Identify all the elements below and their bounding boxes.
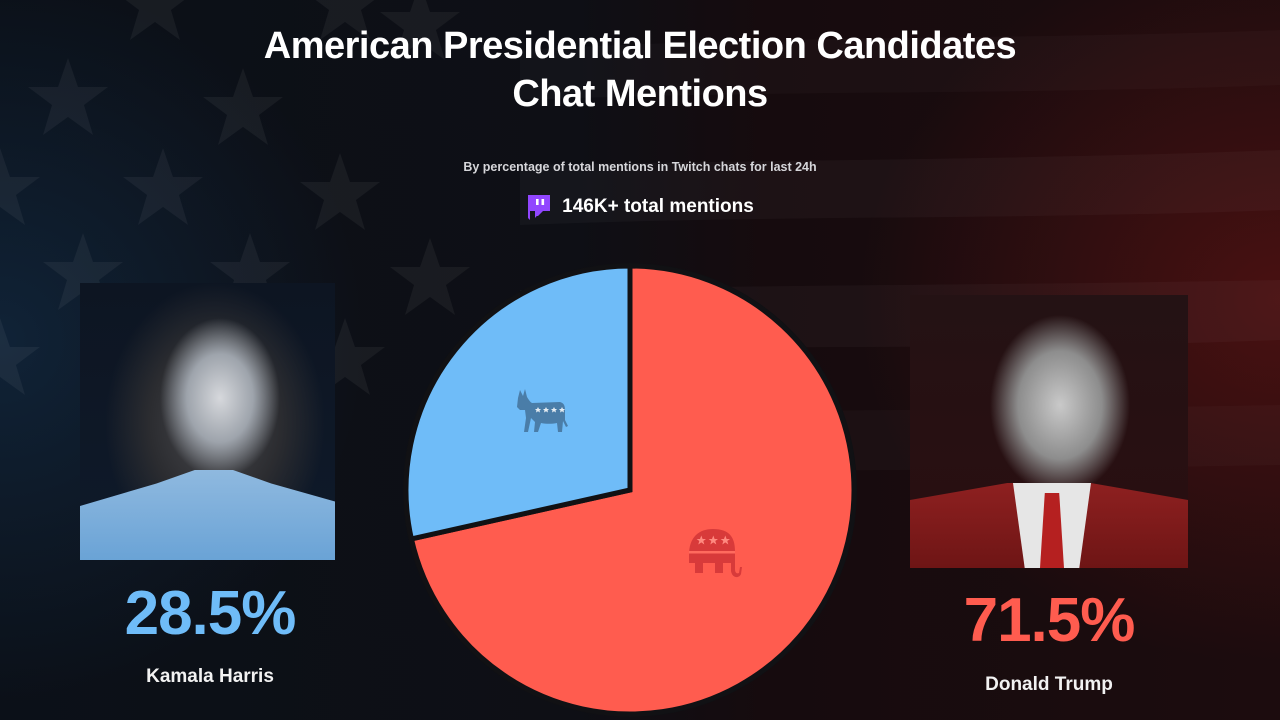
total-mentions: 146K+ total mentions xyxy=(0,193,1280,221)
trump-name: Donald Trump xyxy=(985,674,1113,695)
title-line-1: American Presidential Election Candidate… xyxy=(263,25,1017,67)
twitch-icon xyxy=(528,195,551,220)
kamala-harris-photo xyxy=(80,283,335,560)
harris-name: Kamala Harris xyxy=(146,666,274,687)
title-line-2: Chat Mentions xyxy=(512,73,768,115)
donkey-icon xyxy=(517,389,568,432)
chart-subtitle: By percentage of total mentions in Twitc… xyxy=(463,160,817,174)
trump-tie-shape xyxy=(1040,493,1064,568)
total-mentions-label: 146K+ total mentions xyxy=(562,196,754,217)
pie-chart xyxy=(403,263,857,717)
harris-percentage: 28.5% xyxy=(124,579,297,648)
trump-percentage: 71.5% xyxy=(963,586,1136,655)
pie-slice-trump[interactable] xyxy=(408,263,857,717)
harris-suit-shape xyxy=(80,470,335,560)
chart-title: American Presidential Election Candidate… xyxy=(0,22,1280,118)
donald-trump-photo xyxy=(910,295,1188,568)
elephant-icon xyxy=(689,529,742,578)
